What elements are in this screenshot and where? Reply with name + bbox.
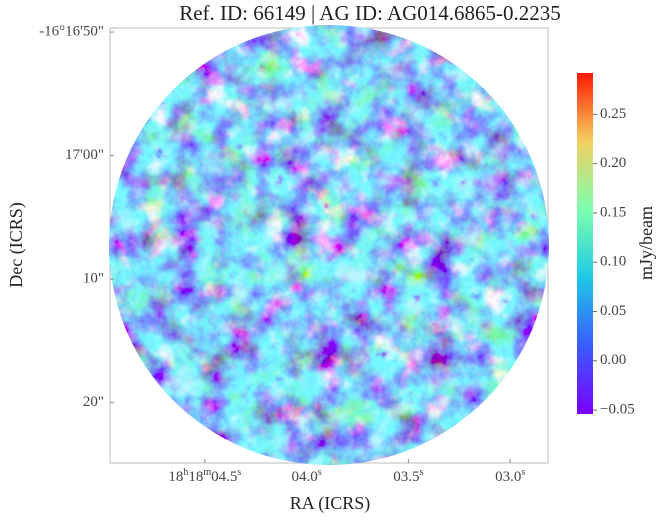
chart-title: Ref. ID: 66149 | AG ID: AG014.6865-0.223… [179,1,561,25]
x-axis-label: RA (ICRS) [290,493,371,514]
colorbar-tick-label: 0.00 [600,352,626,368]
y-tick-label: -16°16'50" [39,24,104,40]
x-tick-label: 18h18m04.5s [168,467,241,486]
y-tick-label: 20" [83,394,104,410]
colorbar-tick-label: 0.15 [600,204,626,220]
colorbar-label: mJy/beam [636,206,656,280]
colorbar-tick-label: 0.20 [600,155,626,171]
x-tick-label: 04.0s [292,467,322,486]
x-tick-label: 03.5s [393,467,423,486]
x-tick-label: 03.0s [495,467,525,486]
colorbar-tick-label: 0.25 [600,106,626,122]
y-tick-label: 10" [83,271,104,287]
colorbar-tick-label: −0.05 [600,401,635,417]
y-tick-label: 17'00" [65,147,104,163]
y-axis-label: Dec (ICRS) [6,202,27,287]
colorbar [577,73,593,414]
colorbar-tick-label: 0.10 [600,254,626,270]
colorbar-tick-label: 0.05 [600,303,626,319]
sky-image [109,25,549,465]
